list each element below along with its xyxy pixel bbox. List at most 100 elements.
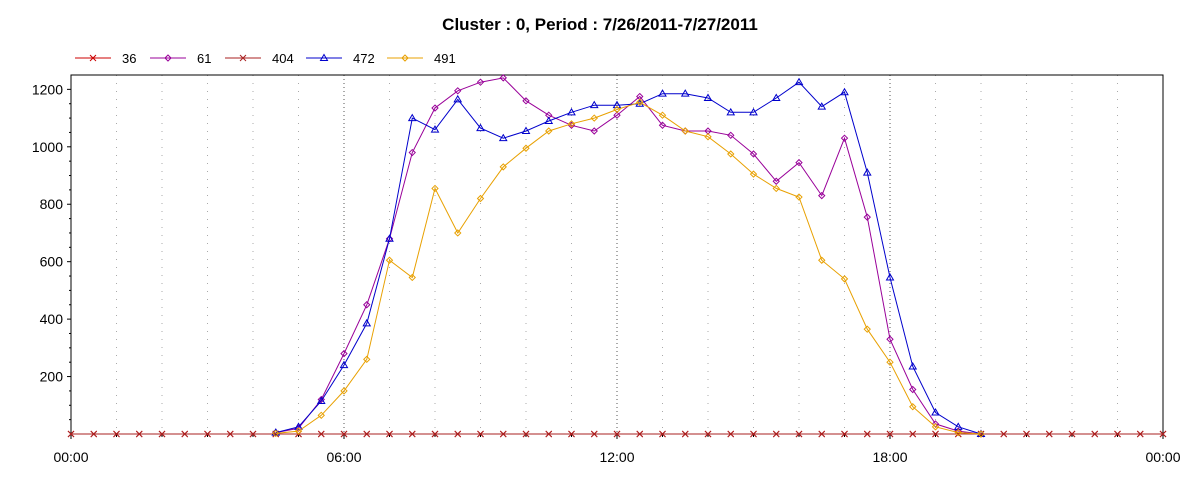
data-point — [1045, 430, 1053, 438]
data-point — [1159, 430, 1167, 438]
data-point — [339, 360, 349, 369]
data-point — [401, 54, 409, 62]
data-point — [204, 430, 211, 438]
data-point — [454, 229, 462, 237]
data-point — [90, 430, 98, 438]
x-tick-label: 00:00 — [53, 449, 88, 465]
data-point — [840, 87, 849, 96]
data-point — [590, 127, 598, 135]
legend-label: 61 — [197, 51, 211, 66]
data-point — [612, 100, 622, 109]
data-point — [818, 430, 826, 438]
data-point — [885, 272, 895, 281]
data-point — [67, 430, 75, 438]
data-point — [545, 430, 553, 438]
data-point — [477, 430, 484, 438]
data-point — [772, 177, 780, 185]
data-point — [862, 168, 872, 176]
data-point — [340, 430, 348, 438]
data-point — [681, 127, 689, 135]
data-point — [909, 385, 917, 394]
data-point — [749, 170, 758, 178]
data-point — [840, 275, 849, 283]
data-point — [727, 131, 735, 140]
y-tick-label: 1000 — [32, 139, 63, 155]
data-point — [158, 430, 166, 438]
data-point — [385, 234, 394, 242]
data-point — [636, 430, 644, 438]
y-tick-label: 200 — [40, 369, 64, 385]
x-tick-label: 00:00 — [1145, 449, 1180, 465]
data-point — [317, 411, 325, 420]
data-point — [931, 423, 940, 431]
data-point — [772, 184, 780, 193]
data-point — [1023, 430, 1030, 438]
data-point — [568, 430, 575, 438]
y-tick-label: 600 — [40, 254, 64, 270]
data-point — [430, 125, 440, 133]
data-point — [1068, 430, 1076, 438]
data-point — [226, 430, 234, 438]
data-point — [135, 430, 143, 438]
data-point — [408, 273, 416, 282]
data-point — [522, 97, 530, 105]
data-point — [589, 100, 599, 109]
data-point — [567, 107, 576, 116]
data-point — [113, 430, 120, 438]
data-point — [249, 430, 257, 438]
data-point — [886, 335, 894, 343]
data-point — [567, 120, 576, 128]
series-line — [275, 101, 982, 435]
data-point — [476, 123, 485, 132]
chart-title: Cluster : 0, Period : 7/26/2011-7/27/201… — [442, 15, 758, 34]
data-point — [362, 318, 372, 327]
plot-area — [70, 74, 1164, 435]
legend: 36 61 404 472 491 — [75, 51, 456, 66]
series-491 — [272, 98, 985, 438]
data-point — [1000, 430, 1008, 438]
data-point — [909, 403, 917, 411]
data-point — [454, 430, 462, 438]
data-point — [431, 430, 439, 438]
legend-entry: 36 — [75, 51, 136, 66]
data-point — [454, 87, 462, 95]
data-point — [316, 396, 326, 404]
data-point — [658, 121, 667, 129]
data-point — [840, 134, 849, 142]
data-point — [704, 133, 712, 141]
data-point — [89, 54, 97, 62]
data-point — [363, 301, 371, 309]
data-point — [977, 430, 985, 438]
data-point — [909, 430, 917, 438]
data-point — [545, 127, 553, 135]
data-point — [727, 430, 735, 438]
legend-entry: 404 — [225, 51, 294, 66]
x-tick-label: 18:00 — [872, 449, 907, 465]
data-point — [658, 111, 667, 119]
data-point — [522, 144, 530, 152]
grid — [116, 75, 1118, 434]
data-point — [385, 256, 394, 264]
data-point — [863, 213, 871, 221]
data-point — [294, 427, 303, 435]
data-point — [794, 77, 804, 86]
data-point — [386, 430, 393, 438]
data-point — [590, 430, 598, 438]
axes: 200 400 600 800 1000 1200 00:00 06:00 12:00 18:00… — [32, 81, 1181, 465]
data-point — [771, 93, 781, 101]
data-point — [181, 430, 189, 438]
y-tick-label: 800 — [40, 196, 64, 212]
series-line — [275, 81, 982, 435]
y-tick-label: 400 — [40, 311, 64, 327]
data-point — [818, 256, 826, 264]
x-tick-label: 06:00 — [326, 449, 361, 465]
data-point — [704, 430, 712, 438]
data-point — [886, 358, 894, 366]
data-point — [431, 104, 439, 112]
series-line — [275, 77, 982, 435]
data-point — [613, 105, 621, 114]
data-point — [795, 158, 803, 167]
data-point — [340, 387, 348, 395]
legend-label: 36 — [122, 51, 136, 66]
